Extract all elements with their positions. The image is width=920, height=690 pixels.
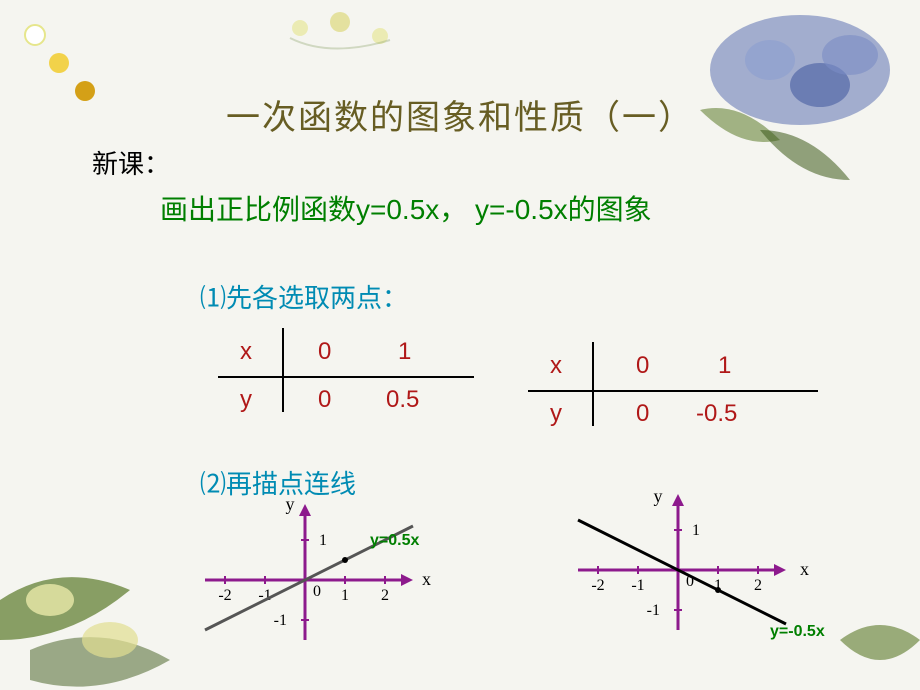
svg-text:-2: -2 <box>218 587 231 604</box>
t1-r2-b: 0.5 <box>386 386 419 414</box>
svg-text:y=-0.5x: y=-0.5x <box>770 623 825 640</box>
data-table-2: x 0 1 y 0 -0.5 <box>528 352 828 396</box>
svg-text:y: y <box>286 494 295 514</box>
t1-r1-a: 0 <box>318 338 331 366</box>
step-1-label: ⑴先各选取两点： <box>200 278 408 315</box>
t1-r2-h: y <box>240 386 252 414</box>
section-label: 新课： <box>92 144 170 181</box>
svg-text:-1: -1 <box>631 577 644 594</box>
svg-text:-1: -1 <box>647 602 660 619</box>
svg-text:1: 1 <box>319 532 327 549</box>
t1-r1-b: 1 <box>398 338 411 366</box>
t2-r1-a: 0 <box>636 352 649 380</box>
t2-r2-a: 0 <box>636 400 649 428</box>
svg-text:-2: -2 <box>591 577 604 594</box>
svg-text:2: 2 <box>754 577 762 594</box>
svg-text:1: 1 <box>692 522 700 539</box>
svg-text:-1: -1 <box>274 612 287 629</box>
instruction-text: 画出正比例函数y=0.5x， y=-0.5x的图象 <box>160 188 652 228</box>
t2-r1-b: 1 <box>718 352 731 380</box>
chart-2: -2-112-110yxy=-0.5x <box>538 490 838 660</box>
t2-r2-b: -0.5 <box>696 400 737 428</box>
svg-text:x: x <box>422 569 431 589</box>
svg-text:y=0.5x: y=0.5x <box>370 532 419 549</box>
t2-r1-h: x <box>550 352 562 380</box>
page-title: 一次函数的图象和性质（一） <box>0 90 920 139</box>
svg-text:x: x <box>800 559 809 579</box>
chart-1: -2-112-110yxy=0.5x <box>190 490 450 660</box>
svg-text:2: 2 <box>381 587 389 604</box>
t1-r2-a: 0 <box>318 386 331 414</box>
t2-r2-h: y <box>550 400 562 428</box>
svg-text:0: 0 <box>313 583 321 600</box>
svg-text:y: y <box>654 490 663 506</box>
data-table-1: x 0 1 y 0 0.5 <box>218 338 478 382</box>
t1-r1-h: x <box>240 338 252 366</box>
svg-text:1: 1 <box>341 587 349 604</box>
